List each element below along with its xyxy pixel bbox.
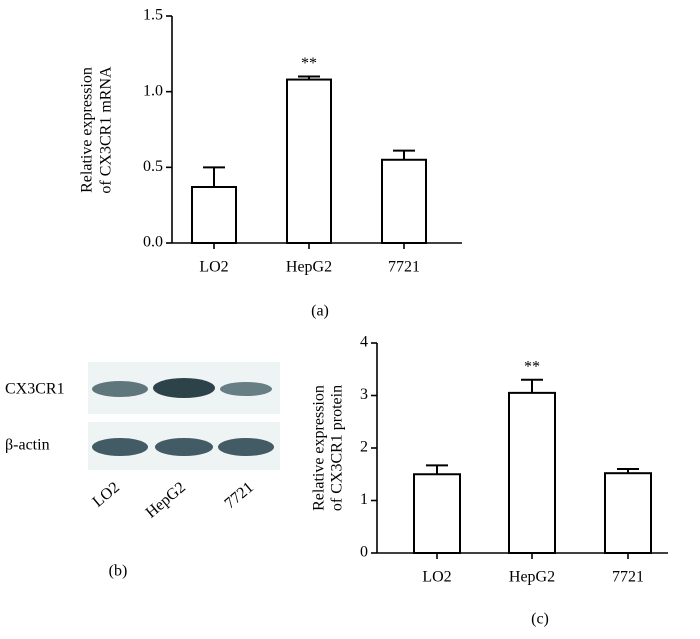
y-axis-label: of CX3CR1 mRNA: [98, 66, 115, 194]
x-tick-label: HepG2: [286, 259, 332, 276]
blot-row-label: β-actin: [5, 437, 50, 454]
significance-label: **: [524, 358, 540, 375]
x-tick-label: LO2: [422, 569, 451, 586]
blot-image: [88, 362, 280, 470]
y-tick-label: 1.0: [143, 82, 163, 99]
x-tick-label: 7721: [612, 569, 644, 586]
y-tick-label: 0.0: [143, 234, 163, 251]
y-axis-label: of CX3CR1 protein: [329, 385, 346, 511]
blot-band: [92, 438, 148, 456]
y-tick-label: 3: [360, 386, 368, 403]
y-axis-label: Relative expression: [79, 67, 96, 193]
bar: [508, 391, 556, 554]
blot-lane-label: 7721: [221, 479, 256, 513]
blot-lane-label: HepG2: [143, 479, 189, 522]
bar: [381, 158, 427, 244]
bar: [286, 78, 332, 244]
blot-band: [153, 378, 215, 398]
y-tick-label: 1: [360, 491, 368, 508]
blot-row-label: CX3CR1: [5, 381, 65, 398]
x-tick-label: LO2: [199, 259, 228, 276]
bar: [413, 473, 461, 554]
y-tick-label: 1.5: [143, 7, 163, 24]
panel-label: (a): [311, 303, 329, 320]
panel-label: (b): [109, 563, 128, 580]
x-tick-label: 7721: [388, 259, 420, 276]
y-tick-label: 0: [360, 544, 368, 561]
y-tick-label: 4: [360, 334, 368, 351]
bar: [604, 472, 652, 555]
y-tick-label: 0.5: [143, 158, 163, 175]
significance-label: **: [301, 55, 317, 72]
blot-band: [155, 438, 213, 456]
panel-label: (c): [531, 611, 549, 628]
y-tick-label: 2: [360, 439, 368, 456]
blot-band: [218, 438, 274, 456]
x-tick-label: HepG2: [509, 569, 555, 586]
blot-lane-label: LO2: [90, 479, 123, 511]
bar: [191, 186, 237, 244]
blot-band: [220, 382, 272, 396]
blot-band: [92, 381, 148, 397]
y-axis-label: Relative expression: [311, 385, 328, 511]
